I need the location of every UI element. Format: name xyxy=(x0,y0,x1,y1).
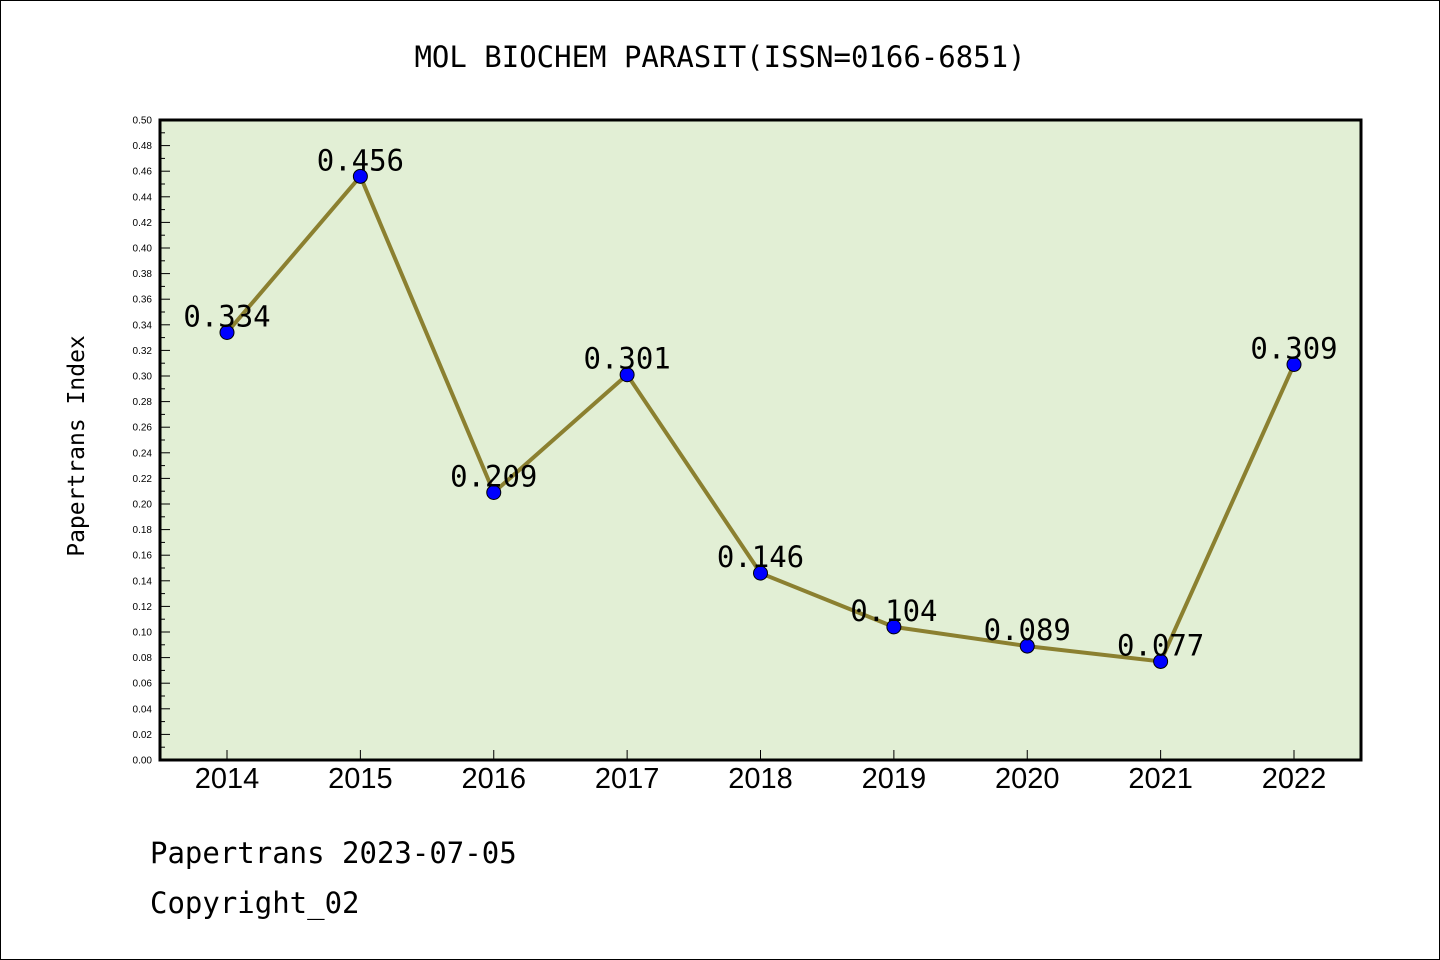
x-tick-label: 2017 xyxy=(595,763,660,795)
data-point xyxy=(886,619,902,635)
chart-title: MOL BIOCHEM PARASIT(ISSN=0166-6851) xyxy=(414,40,1025,74)
y-tick-label: 0.06 xyxy=(133,679,153,690)
y-tick-label: 0.16 xyxy=(133,551,153,562)
y-tick-label: 0.22 xyxy=(133,474,153,485)
y-axis: 0.00 0.02 0.04 0.06 0.08 0.10 0.12 0.14 0.16 0.18… xyxy=(133,116,170,767)
data-label: 0.209 xyxy=(450,459,537,493)
data-point xyxy=(1286,356,1302,372)
data-point xyxy=(1153,653,1169,669)
y-tick-label: 0.24 xyxy=(133,448,153,459)
y-tick-label: 0.44 xyxy=(133,192,153,203)
y-tick-label: 0.48 xyxy=(133,141,153,152)
data-label: 0.104 xyxy=(850,594,937,628)
data-point xyxy=(619,367,635,383)
data-point xyxy=(352,168,368,184)
x-tick-label: 2016 xyxy=(461,763,526,795)
series-markers xyxy=(219,168,1302,669)
x-tick-label: 2022 xyxy=(1262,763,1327,795)
data-label: 0.309 xyxy=(1250,331,1337,365)
y-tick-label: 0.28 xyxy=(133,397,153,408)
x-tick-label: 2014 xyxy=(195,763,260,795)
y-tick-label: 0.02 xyxy=(133,730,153,741)
data-label: 0.077 xyxy=(1117,628,1204,662)
y-tick-label: 0.40 xyxy=(133,244,153,255)
x-tick-label: 2015 xyxy=(328,763,393,795)
data-label: 0.301 xyxy=(583,342,670,376)
y-tick-label: 0.10 xyxy=(133,628,153,639)
data-label: 0.456 xyxy=(317,143,404,177)
x-tick-label: 2018 xyxy=(728,763,793,795)
y-tick-label: 0.36 xyxy=(133,295,153,306)
data-label: 0.146 xyxy=(717,540,804,574)
y-tick-label: 0.46 xyxy=(133,167,153,178)
data-point xyxy=(219,324,235,340)
y-tick-label: 0.34 xyxy=(133,320,153,331)
footer-copyright: Copyright_02 xyxy=(150,886,360,920)
x-tick-label: 2020 xyxy=(995,763,1060,795)
y-tick-label: 0.08 xyxy=(133,653,153,664)
plot-area xyxy=(158,118,1363,762)
x-axis: 2014 2015 2016 2017 2018 2019 2020 2021 2022 xyxy=(195,750,1327,795)
y-tick-label: 0.38 xyxy=(133,269,153,280)
x-tick-label: 2021 xyxy=(1128,763,1193,795)
y-tick-label: 0.04 xyxy=(133,704,153,715)
data-point xyxy=(486,484,502,500)
data-label: 0.334 xyxy=(183,299,270,333)
y-tick-label: 0.14 xyxy=(133,576,153,587)
data-point xyxy=(753,565,768,581)
footer-date: Papertrans 2023-07-05 xyxy=(150,836,517,870)
data-label: 0.089 xyxy=(984,613,1071,647)
y-tick-label: 0.20 xyxy=(133,500,153,511)
y-axis-label: Papertrans Index xyxy=(64,335,90,557)
y-tick-label: 0.50 xyxy=(133,116,153,127)
y-tick-label: 0.32 xyxy=(133,346,153,357)
y-tick-label: 0.26 xyxy=(133,423,153,434)
y-tick-label: 0.00 xyxy=(133,756,153,767)
y-tick-label: 0.12 xyxy=(133,602,153,613)
x-tick-label: 2019 xyxy=(862,763,927,795)
y-tick-label: 0.42 xyxy=(133,218,153,229)
data-point xyxy=(1019,638,1035,654)
y-tick-label: 0.18 xyxy=(133,525,153,536)
data-labels: 0.334 0.456 0.209 0.301 0.146 0.104 0.089 0.077… xyxy=(183,143,1337,662)
y-tick-label: 0.30 xyxy=(133,372,153,383)
